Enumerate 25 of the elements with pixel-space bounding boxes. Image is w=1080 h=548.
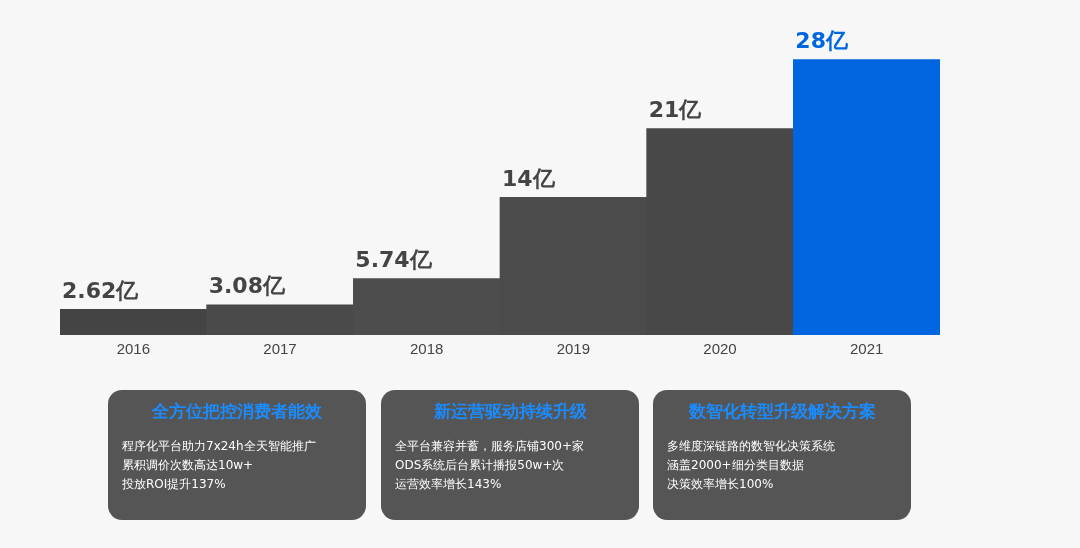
text: 运营效率增长143% xyxy=(395,476,503,493)
text: 全方位把控消费者能效 xyxy=(151,400,323,423)
x-tick-label: 2016 xyxy=(116,340,151,358)
text: 新运营驱动持续升级 xyxy=(432,400,588,423)
data-label: 28亿 xyxy=(795,28,849,54)
data-label: 14亿 xyxy=(502,166,556,192)
text: ODS系统后台累计播报50w+次 xyxy=(395,457,566,474)
data-label: 5.74亿 xyxy=(355,247,433,273)
bar xyxy=(793,59,940,335)
text: 决策效率增长100% xyxy=(667,476,775,493)
data-label: 3.08亿 xyxy=(208,273,286,299)
x-tick-label: 2017 xyxy=(263,340,297,358)
x-tick-label: 2020 xyxy=(703,340,737,358)
text: 涵盖2000+细分类目数据 xyxy=(667,457,805,474)
text: 累积调价次数高达10w+ xyxy=(122,457,255,474)
data-label: 21亿 xyxy=(648,97,703,123)
text: 多维度深链路的数智化决策系统 xyxy=(667,438,836,455)
x-tick-label: 2021 xyxy=(849,340,884,358)
x-tick-label: 2018 xyxy=(409,340,444,358)
text: 程序化平台助力7x24h全天智能推广 xyxy=(122,438,317,455)
data-label: 2.62亿 xyxy=(62,277,140,303)
x-tick-label: 2019 xyxy=(556,340,591,358)
text: 全平台兼容并蓄，服务店铺300+家 xyxy=(395,438,585,455)
text: 投放ROI提升137% xyxy=(122,476,227,493)
text: 数智化转型升级解决方案 xyxy=(687,400,877,423)
